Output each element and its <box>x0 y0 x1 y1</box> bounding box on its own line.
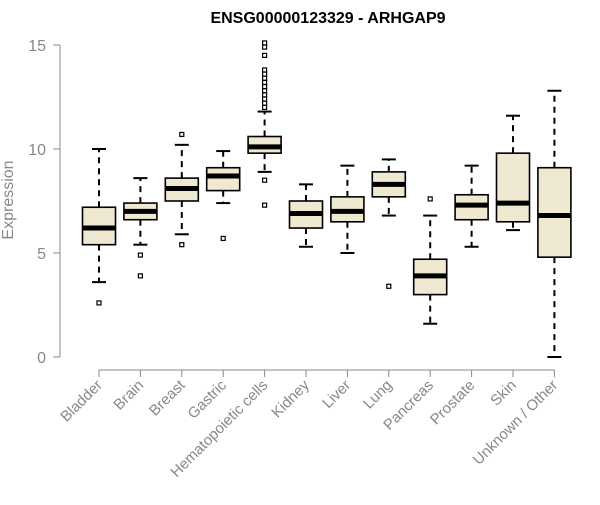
outlier-point <box>262 83 268 90</box>
y-tick-label: 5 <box>37 246 46 263</box>
outlier-point <box>179 131 185 138</box>
box <box>205 166 241 192</box>
y-axis-label: Expression <box>0 160 17 239</box>
x-tick-label: Liver <box>319 377 354 412</box>
outlier-point <box>262 104 268 111</box>
outlier-point <box>262 202 268 208</box>
box-group <box>164 131 200 248</box>
outlier-point <box>262 52 268 59</box>
outlier-point <box>262 88 268 94</box>
outlier-point <box>262 67 268 73</box>
y-tick-label: 0 <box>37 350 46 367</box>
boxes-layer <box>81 40 572 358</box>
box-group <box>412 196 448 325</box>
x-tick-label: Lung <box>360 377 396 413</box>
outlier-point <box>220 235 226 242</box>
y-tick-label: 10 <box>28 142 46 159</box>
x-tick-label: Prostate <box>427 377 479 429</box>
outlier-point <box>262 40 268 46</box>
outlier-point <box>386 283 392 289</box>
box-group <box>537 89 572 358</box>
box-group <box>371 158 407 289</box>
box-group <box>247 40 282 208</box>
outlier-point <box>262 177 268 183</box>
outlier-point <box>137 252 143 258</box>
x-tick-label: Breast <box>146 376 189 419</box>
outlier-point <box>262 96 268 102</box>
box-group <box>205 150 241 242</box>
y-tick-label: 15 <box>28 38 46 55</box>
outlier-point <box>137 273 143 279</box>
outlier-point <box>427 196 433 202</box>
outlier-point <box>262 44 268 50</box>
outlier-point <box>179 242 185 248</box>
outlier-point <box>262 92 268 98</box>
x-tick-label: Skin <box>487 377 520 410</box>
x-tick-label: Bladder <box>57 377 106 426</box>
box-group <box>330 164 365 254</box>
outlier-point <box>262 79 268 86</box>
x-tick-label: Kidney <box>268 376 313 421</box>
box-group <box>288 183 324 248</box>
outlier-point <box>262 71 268 77</box>
box-group <box>454 164 489 248</box>
outlier-point <box>96 300 102 306</box>
box <box>537 166 572 258</box>
y-axis: 0 5 10 15 <box>28 38 61 367</box>
box <box>495 152 531 223</box>
outlier-point <box>262 75 268 81</box>
box-group <box>123 177 158 279</box>
x-tick-label: Brain <box>110 377 147 414</box>
box-group <box>495 114 531 232</box>
box-group <box>81 148 117 306</box>
outlier-point <box>262 100 268 106</box>
chart-title: ENSG00000123329 - ARHGAP9 <box>210 10 445 27</box>
